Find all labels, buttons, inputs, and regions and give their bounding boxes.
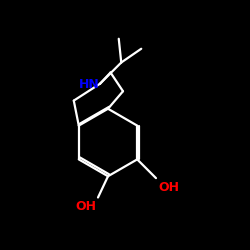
Text: HN: HN <box>79 78 100 92</box>
Text: OH: OH <box>75 200 96 213</box>
Text: OH: OH <box>158 181 179 194</box>
